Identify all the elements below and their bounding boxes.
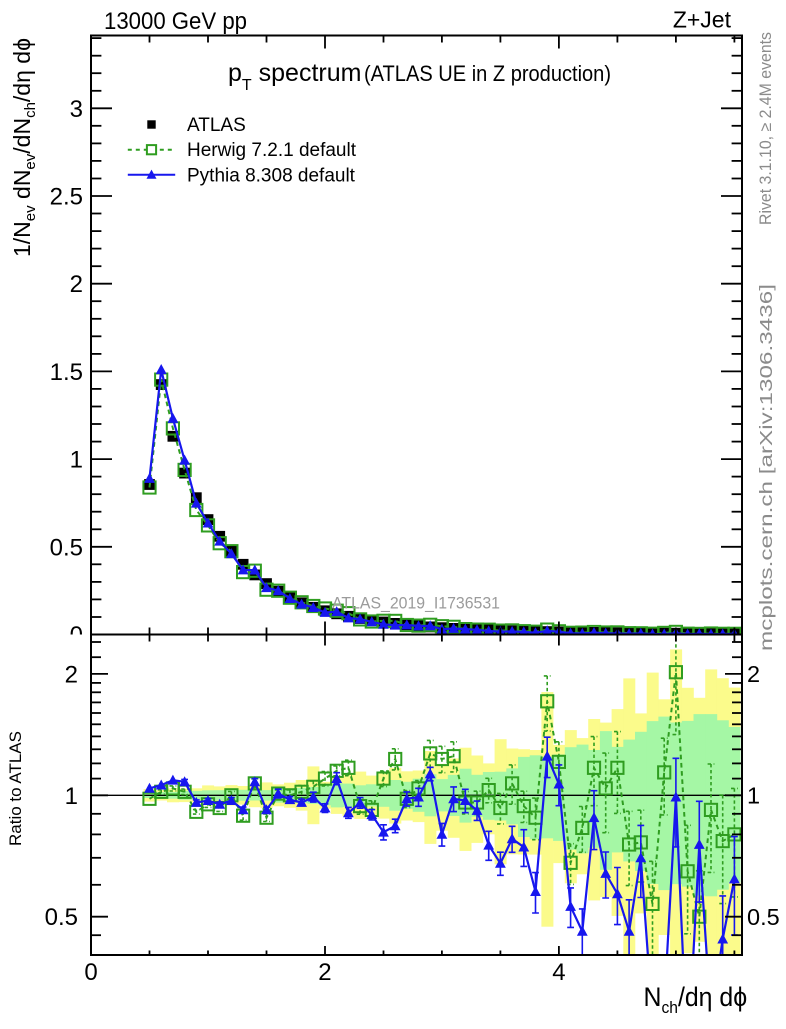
svg-text:2: 2 [747,661,760,687]
svg-text:ATLAS_2019_I1736531: ATLAS_2019_I1736531 [332,595,500,613]
svg-text:(ATLAS UE in Z production): (ATLAS UE in Z production) [364,61,611,86]
svg-text:2: 2 [70,271,83,298]
svg-text:13000 GeV pp: 13000 GeV pp [104,8,247,35]
svg-text:1.5: 1.5 [50,359,83,386]
svg-text:0: 0 [70,622,83,649]
svg-text:mcplots.cern.ch [arXiv:1306.34: mcplots.cern.ch [arXiv:1306.3436] [756,284,776,651]
svg-text:0: 0 [84,959,97,986]
svg-text:0.5: 0.5 [747,904,780,930]
svg-text:2: 2 [318,959,331,986]
svg-text:Z+Jet: Z+Jet [673,7,732,33]
svg-text:Nch/dη dϕ: Nch/dη dϕ [644,983,748,1017]
svg-text:1: 1 [65,783,78,810]
svg-text:1: 1 [747,783,760,809]
svg-text:Ratio to ATLAS: Ratio to ATLAS [6,731,25,846]
svg-text:ATLAS: ATLAS [187,115,246,136]
svg-text:Rivet 3.1.10, ≥ 2.4M events: Rivet 3.1.10, ≥ 2.4M events [757,32,775,225]
svg-text:2: 2 [65,661,78,688]
svg-text:0.5: 0.5 [50,534,83,561]
svg-text:Herwig 7.2.1 default: Herwig 7.2.1 default [187,140,357,161]
svg-text:4: 4 [552,959,565,986]
svg-text:1/Nev dNev/dNch/dη dϕ: 1/Nev dNev/dNch/dη dϕ [9,38,39,257]
svg-text:2.5: 2.5 [50,184,83,211]
svg-text:3: 3 [70,96,83,123]
svg-text:0.5: 0.5 [45,904,78,931]
svg-text:1: 1 [70,447,83,474]
svg-text:Pythia 8.308 default: Pythia 8.308 default [187,165,356,186]
